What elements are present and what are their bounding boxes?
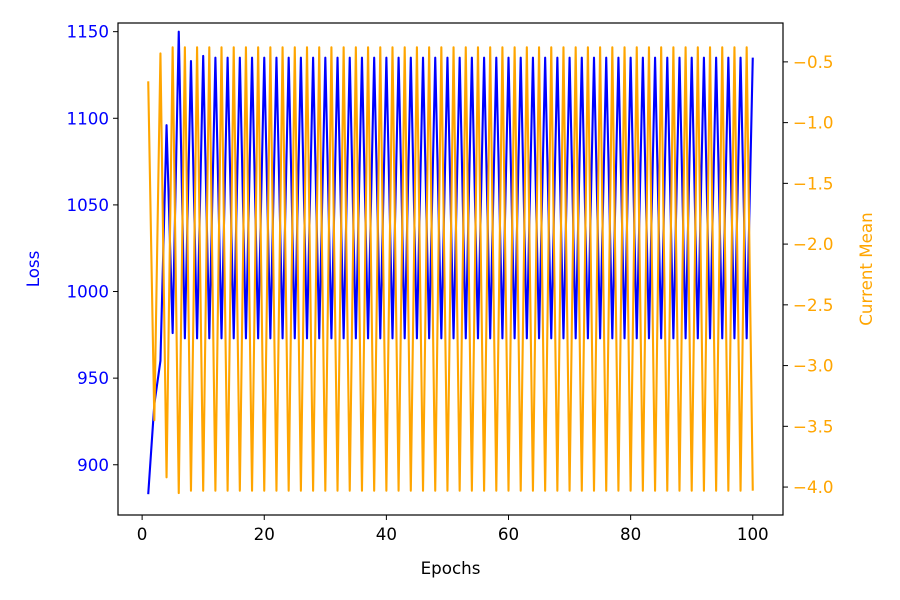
right-y-tick-label: −1.0 [793, 113, 834, 133]
right-y-tick-label: −2.0 [793, 234, 834, 254]
right-y-tick-label: −2.5 [793, 295, 834, 315]
left-y-tick-label: 1050 [67, 195, 109, 215]
right-y-tick-label: −3.5 [793, 416, 834, 436]
series-layer [147, 30, 754, 495]
x-axis-ticks: 0 20 40 60 80 100 [137, 515, 769, 544]
right-y-tick-label: −1.5 [793, 173, 834, 193]
left-y-tick-label: 1150 [67, 22, 109, 42]
left-y-tick-label: 1100 [67, 108, 109, 128]
x-axis-label: Epochs [421, 558, 481, 578]
x-tick-label: 80 [620, 524, 641, 544]
left-y-tick-label: 950 [77, 368, 109, 388]
left-y-tick-label: 900 [77, 455, 109, 475]
x-tick-label: 60 [498, 524, 519, 544]
x-tick-label: 40 [376, 524, 397, 544]
right-y-tick-label: −4.0 [793, 477, 834, 497]
plot-frame [117, 22, 784, 516]
x-tick-label: 20 [254, 524, 275, 544]
current-mean-series-line [147, 46, 754, 495]
left-y-axis-label: Loss [23, 251, 43, 288]
right-y-tick-label: −3.0 [793, 356, 834, 376]
x-tick-label: 0 [137, 524, 148, 544]
left-y-tick-label: 1000 [67, 282, 109, 302]
left-y-axis-ticks: 900 950 1000 1050 1100 1150 [67, 22, 118, 475]
right-y-axis-label: Current Mean [856, 212, 876, 325]
x-tick-label: 100 [737, 524, 769, 544]
right-y-tick-label: −0.5 [793, 52, 834, 72]
right-y-axis-ticks: −0.5 −1.0 −1.5 −2.0 −2.5 −3.0 −3.5 −4.0 [783, 52, 834, 497]
